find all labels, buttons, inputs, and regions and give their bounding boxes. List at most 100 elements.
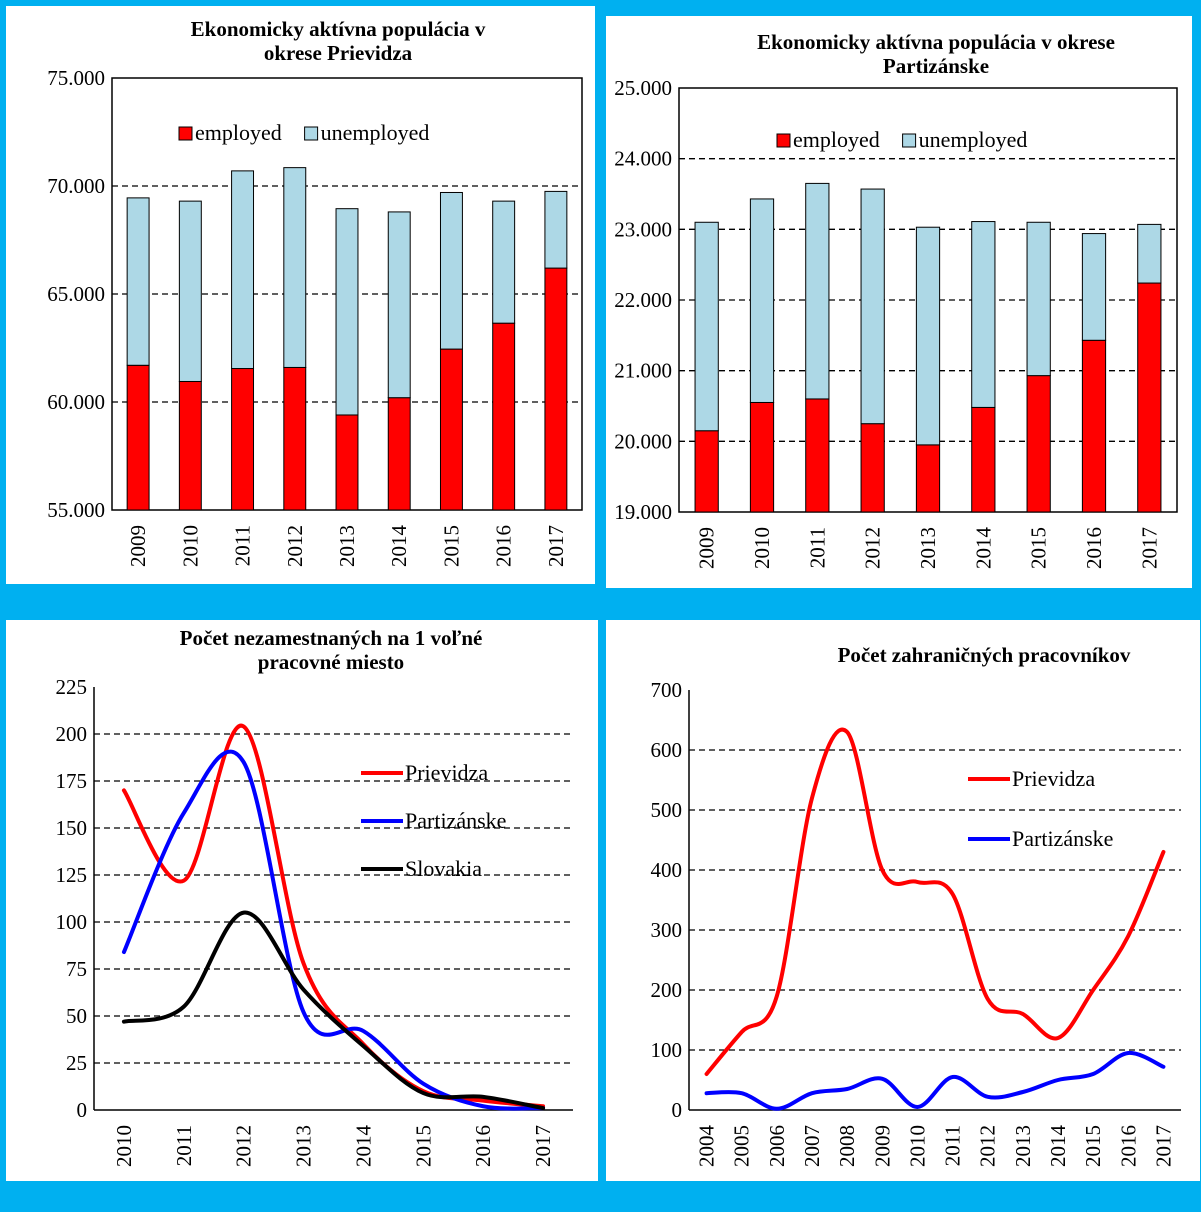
unemployed-per-vacancy-series-line-Slovakia [121,910,546,1111]
partizanske-population-y-tick-label: 23.000 [614,217,672,241]
foreign-workers-legend-label-Prievidza: Prievidza [1012,766,1095,791]
prievidza-population-bar-employed-2012 [283,366,307,511]
partizanske-population-bar-employed-2014 [971,406,996,513]
partizanske-population-legend-swatch-employed [776,133,791,148]
foreign-workers-x-tick-label: 2010 [905,1125,929,1167]
foreign-workers-x-tick-label: 2005 [730,1125,754,1167]
foreign-workers-y-tick-label: 300 [651,918,683,942]
partizanske-population-y-tick-label: 22.000 [614,288,672,312]
prievidza-population-bar-unemployed-2017 [544,190,568,269]
partizanske-population-x-tick-label: 2009 [695,527,719,569]
prievidza-population-bar-employed-2014 [387,397,411,511]
prievidza-population-bar-employed-2013 [335,414,359,511]
prievidza-population-x-tick-label: 2009 [126,525,150,567]
prievidza-population-x-tick-label: 2011 [231,525,255,566]
foreign-workers-y-tick-label: 400 [651,858,683,882]
partizanske-population-y-tick-label: 21.000 [614,359,672,383]
unemployed-per-vacancy-x-tick-label: 2017 [531,1125,555,1167]
unemployed-per-vacancy-y-tick-label: 150 [56,816,88,840]
foreign-workers-x-tick-label: 2012 [976,1125,1000,1167]
foreign-workers-x-tick-label: 2004 [695,1125,719,1168]
prievidza-population-x-tick-label: 2017 [544,525,568,567]
unemployed-per-vacancy-x-tick-label: 2014 [351,1125,375,1168]
chart-panel-unemployed-per-vacancy: Počet nezamestnaných na 1 voľné pracovné … [6,620,598,1181]
prievidza-population-bar-employed-2016 [492,322,516,511]
unemployed-per-vacancy-x-tick-label: 2012 [232,1125,256,1167]
partizanske-population-bar-employed-2009 [694,430,719,513]
prievidza-population-bar-unemployed-2016 [492,200,516,324]
partizanske-population-x-tick-label: 2017 [1137,527,1161,569]
unemployed-per-vacancy-x-tick-label: 2011 [172,1125,196,1166]
partizanske-population-y-tick-label: 25.000 [614,76,672,100]
unemployed-per-vacancy-legend-label-Slovakia: Slovakia [405,856,482,881]
foreign-workers-y-tick-label: 600 [651,738,683,762]
prievidza-population-y-tick-label: 75.000 [47,66,105,90]
partizanske-population-bar-unemployed-2016 [1081,233,1107,341]
prievidza-population-bar-unemployed-2010 [178,200,202,382]
prievidza-population-bar-unemployed-2013 [335,208,359,416]
partizanske-population-title-line-0: Ekonomicky aktívna populácia v okrese [757,30,1115,54]
unemployed-per-vacancy-y-tick-label: 175 [56,769,88,793]
unemployed-per-vacancy-title-line-1: pracovné miesto [258,650,404,674]
unemployed-per-vacancy-x-tick-label: 2010 [112,1125,136,1167]
prievidza-population-legend-label-unemployed: unemployed [321,120,430,145]
partizanske-population-bar-unemployed-2014 [971,221,996,408]
prievidza-population-x-tick-label: 2010 [178,525,202,567]
partizanske-population-legend-label-unemployed: unemployed [919,127,1028,152]
unemployed-per-vacancy-title-line-0: Počet nezamestnaných na 1 voľné [180,626,483,650]
partizanske-population-x-tick-label: 2016 [1082,527,1106,569]
foreign-workers-series-line-Prievidza [704,727,1166,1076]
foreign-workers-x-tick-label: 2017 [1151,1125,1175,1167]
partizanske-population-bar-employed-2012 [860,423,885,513]
prievidza-population-y-tick-label: 60.000 [47,390,105,414]
prievidza-population-bar-unemployed-2011 [231,170,255,370]
prievidza-population-bar-unemployed-2014 [387,211,411,399]
chart-panel-prievidza-population: Ekonomicky aktívna populácia v okrese Pri… [6,6,595,584]
foreign-workers-x-tick-label: 2008 [835,1125,859,1167]
partizanske-population-bar-employed-2017 [1137,282,1162,513]
chart-unemployed-per-vacancy: Počet nezamestnaných na 1 voľnépracovné … [56,626,573,1168]
prievidza-population-x-tick-label: 2016 [492,525,516,567]
foreign-workers-x-tick-label: 2013 [1011,1125,1035,1167]
foreign-workers-y-tick-label: 200 [651,978,683,1002]
partizanske-population-bar-unemployed-2015 [1026,221,1051,377]
foreign-workers-x-tick-label: 2014 [1046,1125,1070,1168]
partizanske-population-legend-label-employed: employed [793,127,880,152]
partizanske-population-y-tick-label: 24.000 [614,147,672,171]
partizanske-population-bar-employed-2011 [805,398,830,513]
prievidza-population-y-tick-label: 65.000 [47,282,105,306]
prievidza-population-y-tick-label: 70.000 [47,174,105,198]
partizanske-population-bar-unemployed-2013 [915,226,941,446]
partizanske-population-bar-unemployed-2017 [1137,223,1162,284]
partizanske-population-x-tick-label: 2012 [861,527,885,569]
foreign-workers-y-tick-label: 0 [672,1098,683,1122]
chart-foreign-workers: Počet zahraničných pracovníkov 0 100 200 300… [651,643,1181,1168]
foreign-workers-series-line-Partizánske [704,1050,1166,1111]
partizanske-population-y-tick-label: 19.000 [614,500,672,524]
unemployed-per-vacancy-y-tick-label: 225 [56,675,88,699]
partizanske-population-bar-employed-2015 [1026,375,1051,513]
prievidza-population-x-tick-label: 2013 [335,525,359,567]
foreign-workers-x-tick-label: 2006 [765,1125,789,1167]
foreign-workers-x-tick-label: 2007 [800,1125,824,1167]
prievidza-population-bar-employed-2017 [544,267,568,511]
partizanske-population-title-line-1: Partizánske [883,54,989,78]
unemployed-per-vacancy-y-tick-label: 50 [66,1004,87,1028]
prievidza-population-x-tick-label: 2015 [439,525,463,567]
partizanske-population-bar-unemployed-2009 [694,221,719,432]
unemployed-per-vacancy-legend-label-Prievidza: Prievidza [405,760,488,785]
partizanske-population-x-tick-label: 2010 [750,527,774,569]
partizanske-population-x-tick-label: 2011 [805,527,829,568]
prievidza-population-bar-unemployed-2015 [439,191,463,350]
partizanske-population-x-tick-label: 2015 [1027,527,1051,569]
foreign-workers-x-tick-label: 2016 [1116,1125,1140,1167]
prievidza-population-legend-swatch-employed [178,126,193,141]
foreign-workers-x-tick-label: 2015 [1081,1125,1105,1167]
prievidza-population-x-tick-label: 2012 [283,525,307,567]
partizanske-population-bar-unemployed-2010 [749,198,775,403]
partizanske-population-bar-employed-2010 [749,401,775,513]
partizanske-population-y-tick-label: 20.000 [614,429,672,453]
unemployed-per-vacancy-y-tick-label: 200 [56,722,88,746]
unemployed-per-vacancy-y-tick-label: 0 [77,1098,88,1122]
